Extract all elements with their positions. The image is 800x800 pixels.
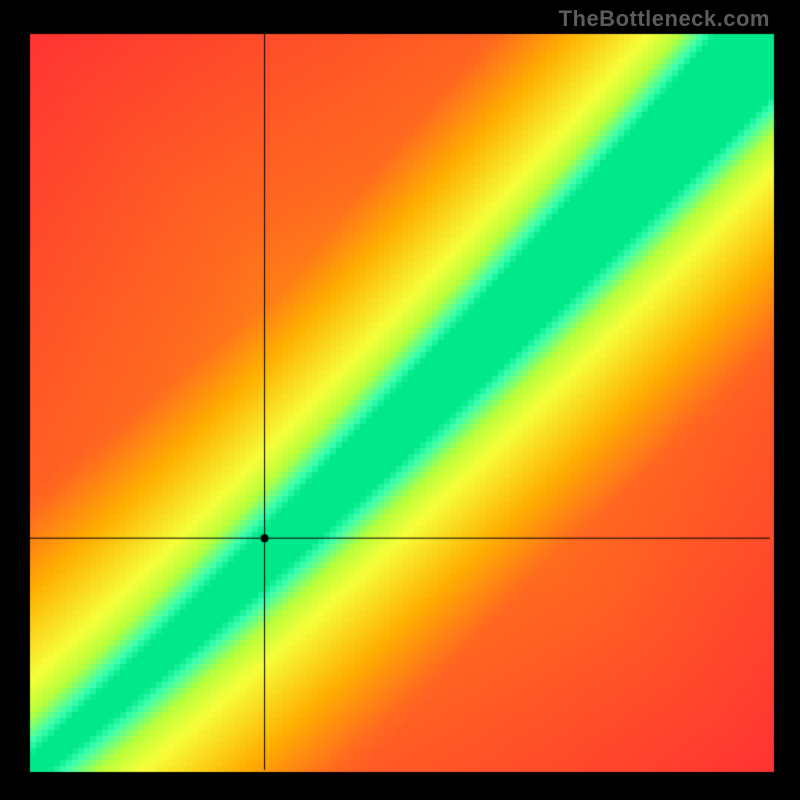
chart-frame: { "watermark": { "text": "TheBottleneck.…: [0, 0, 800, 800]
bottleneck-heatmap: [0, 0, 800, 800]
watermark-text: TheBottleneck.com: [559, 6, 770, 32]
